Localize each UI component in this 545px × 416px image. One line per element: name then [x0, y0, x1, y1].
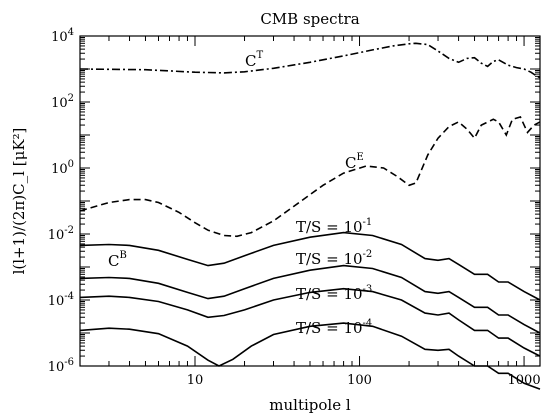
- curve-label: T/S = 10-2: [296, 249, 372, 268]
- y-tick-label: 10-6: [48, 357, 74, 375]
- curve-T: [79, 42, 541, 79]
- curve-label-cb: CB: [108, 250, 127, 270]
- x-tick-label: 100: [347, 373, 372, 388]
- x-axis-label: multipole l: [269, 396, 351, 414]
- curve-label: T/S = 10-4: [296, 318, 372, 337]
- curve-label: CT: [245, 50, 263, 70]
- curve-label: CE: [345, 152, 364, 172]
- curve--4: [79, 322, 541, 390]
- curve-labels: CT CE T/S = 10-1 T/S = 10-2 T/S = 10-3 T/S = …: [108, 50, 372, 337]
- y-tick-label: 104: [51, 27, 74, 45]
- chart-title: CMB spectra: [260, 10, 359, 28]
- curve-E: [79, 116, 541, 238]
- x-tick-label: 1000: [508, 373, 541, 388]
- y-tick-label: 10-2: [48, 225, 74, 243]
- curve--3: [79, 287, 541, 357]
- y-tick-label: 10-4: [48, 291, 74, 309]
- curve--1: [79, 231, 541, 301]
- curve--2: [79, 264, 541, 334]
- y-tick-label: 100: [51, 159, 74, 177]
- y-tick-label: 102: [51, 93, 74, 111]
- axis-ticks: 10 100 1000 104 102 100 10-2 10-4 10-6: [48, 27, 541, 388]
- curve-label: T/S = 10-3: [296, 284, 372, 303]
- curve-label: T/S = 10-1: [296, 217, 372, 236]
- spectra-curves: [79, 42, 541, 390]
- x-tick-label: 10: [187, 373, 204, 388]
- y-axis-label: l(l+1)/(2π)C_l [μK²]: [10, 128, 28, 275]
